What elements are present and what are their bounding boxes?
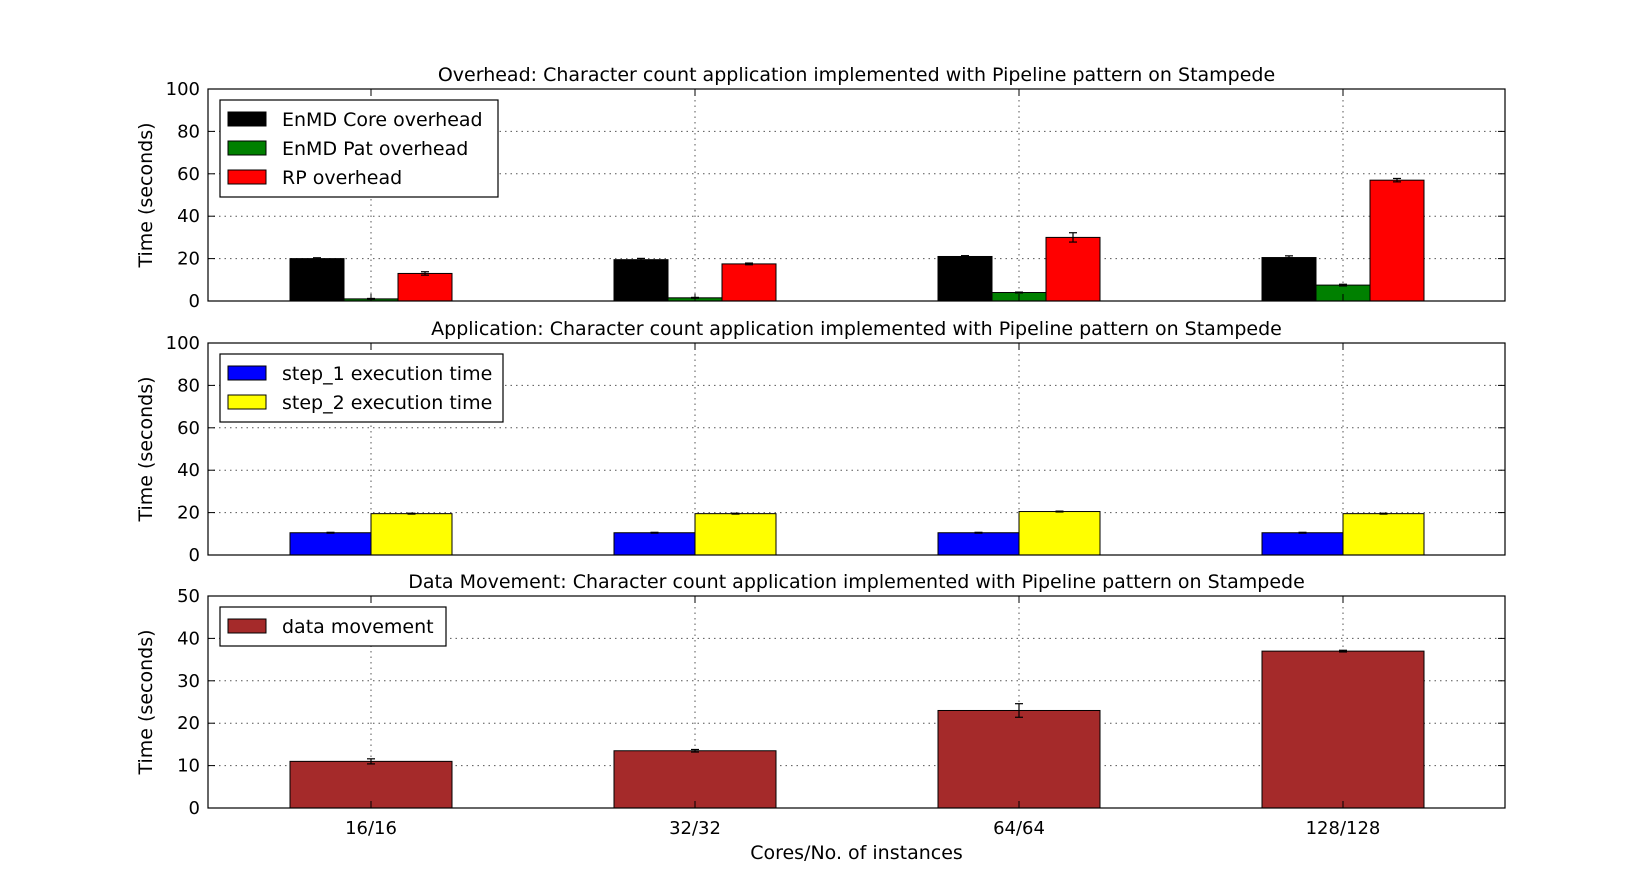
legend-label: RP overhead (282, 167, 402, 189)
y-tick-label: 60 (177, 164, 200, 185)
bar-1-64/64 (937, 532, 1020, 556)
y-tick-label: 20 (177, 503, 200, 524)
bar-3-32/32 (721, 263, 777, 302)
y-tick-label: 40 (177, 628, 200, 649)
y-tick-label: 40 (177, 460, 200, 481)
legend-label: EnMD Core overhead (282, 109, 483, 131)
y-axis-label: Time (seconds) (135, 629, 157, 775)
chart-panel-3: Data Movement: Character count applicati… (135, 571, 1506, 864)
y-tick-label: 30 (177, 671, 200, 692)
legend-swatch (227, 394, 267, 410)
bar-1-32/32 (613, 532, 696, 556)
bar-3-16/16 (397, 272, 453, 302)
bar-1-64/64 (937, 255, 993, 302)
bar-2-32/32 (694, 513, 777, 556)
chart-panel-1: Overhead: Character count application im… (135, 64, 1506, 312)
bar-3-64/64 (1045, 236, 1101, 302)
legend-swatch (227, 111, 267, 127)
plot-frame (207, 342, 1506, 556)
x-tick-label: 64/64 (993, 818, 1045, 839)
y-tick-label: 0 (189, 545, 200, 566)
chart-title: Overhead: Character count application im… (438, 64, 1275, 86)
legend-swatch (227, 618, 267, 634)
bar-1-32/32 (613, 750, 777, 809)
y-axis-label: Time (seconds) (135, 122, 157, 268)
y-tick-label: 60 (177, 418, 200, 439)
chart-title: Data Movement: Character count applicati… (408, 571, 1305, 593)
bar-1-64/64 (937, 709, 1101, 809)
bar-1-128/128 (1261, 650, 1425, 809)
y-tick-label: 0 (189, 798, 200, 819)
bar-1-128/128 (1261, 257, 1317, 302)
bar-2-16/16 (370, 513, 453, 556)
chart-title: Application: Character count application… (431, 318, 1282, 340)
legend-swatch (227, 169, 267, 185)
y-tick-label: 20 (177, 713, 200, 734)
legend-label: step_2 execution time (282, 392, 492, 414)
x-tick-label: 16/16 (345, 818, 397, 839)
bar-2-64/64 (1018, 511, 1101, 556)
legend-label: data movement (282, 616, 434, 638)
y-tick-label: 80 (177, 375, 200, 396)
x-tick-label: 128/128 (1306, 818, 1381, 839)
legend-swatch (227, 365, 267, 381)
bar-2-128/128 (1342, 513, 1425, 556)
y-tick-label: 20 (177, 249, 200, 270)
y-tick-label: 10 (177, 756, 200, 777)
bar-3-128/128 (1369, 179, 1425, 302)
x-axis-label: Cores/No. of instances (750, 842, 963, 864)
bar-1-16/16 (289, 532, 372, 556)
y-tick-label: 40 (177, 206, 200, 227)
legend-label: EnMD Pat overhead (282, 138, 468, 160)
bar-1-32/32 (613, 259, 669, 302)
plot-frame (207, 88, 1506, 302)
x-tick-label: 32/32 (669, 818, 721, 839)
y-tick-label: 50 (177, 586, 200, 607)
y-axis-label: Time (seconds) (135, 376, 157, 522)
y-tick-label: 80 (177, 121, 200, 142)
legend-label: step_1 execution time (282, 363, 492, 385)
bar-1-128/128 (1261, 532, 1344, 556)
plot-frame (207, 595, 1506, 809)
legend-swatch (227, 140, 267, 156)
bar-1-16/16 (289, 258, 345, 302)
legend-box (219, 353, 504, 423)
chart-panel-2: Application: Character count application… (135, 318, 1506, 566)
y-tick-label: 100 (166, 333, 200, 354)
y-tick-label: 0 (189, 291, 200, 312)
y-tick-label: 100 (166, 79, 200, 100)
